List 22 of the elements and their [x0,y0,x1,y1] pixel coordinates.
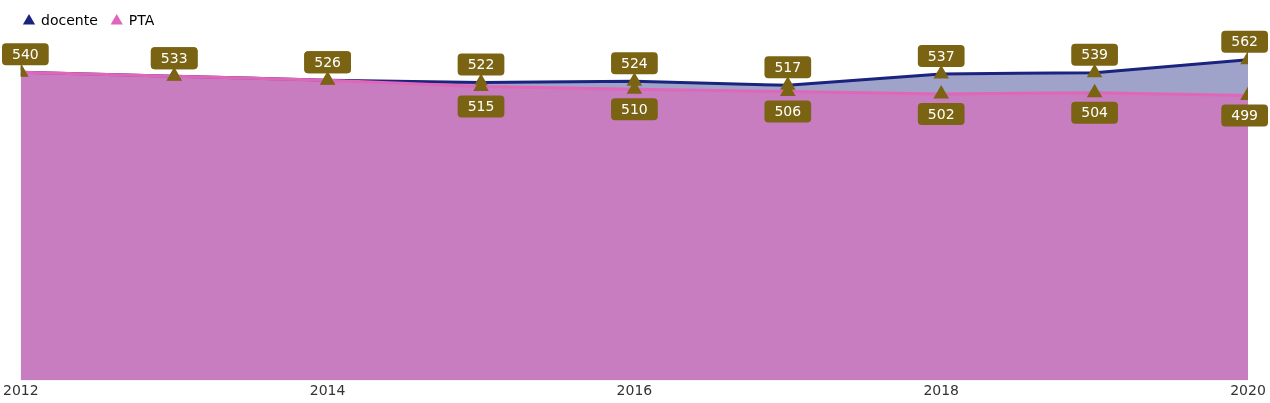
x-tick-label: 2016 [616,382,653,399]
data-label: 510 [621,100,648,117]
data-label: 522 [467,56,495,73]
data-label: 515 [467,98,495,115]
data-label: 562 [1231,33,1259,50]
x-tick-label: 2018 [923,382,960,399]
data-label: 504 [1081,104,1109,121]
x-tick-label: 2020 [1230,382,1266,399]
data-label: 539 [1081,46,1108,63]
legend-label: PTA [128,11,155,28]
data-label: 499 [1231,107,1259,124]
data-label: 540 [11,45,39,62]
data-label: 526 [314,53,342,70]
data-label: 517 [774,58,802,75]
x-tick-label: 2012 [2,382,39,399]
x-tick-label: 2014 [309,382,346,399]
data-label: 524 [621,54,648,71]
data-label: 506 [774,103,802,120]
data-label: 533 [160,49,188,66]
legend-label: docente [41,11,98,28]
data-label: 502 [927,105,955,122]
data-label: 537 [927,47,955,64]
